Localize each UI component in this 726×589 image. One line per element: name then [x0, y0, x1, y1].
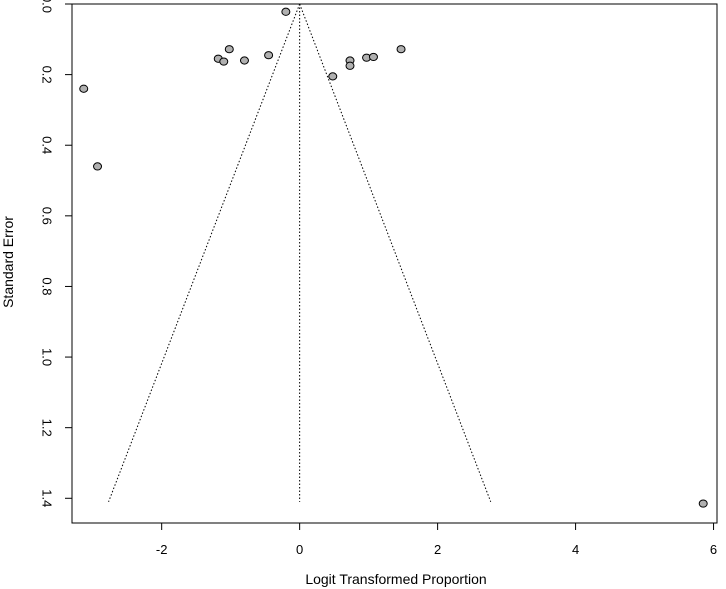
data-point [219, 57, 229, 66]
data-point [264, 51, 274, 60]
y-tick-label: 0.2 [40, 66, 55, 84]
data-point [345, 61, 355, 70]
y-tick-label: 0.0 [40, 0, 55, 13]
x-axis: -2 0 2 4 6 [156, 523, 717, 557]
x-tick-label: -2 [156, 542, 168, 557]
y-tick-label: 0.8 [40, 277, 55, 295]
y-tick-label: 0.6 [40, 207, 55, 225]
y-tick-label: 1.4 [40, 489, 55, 507]
data-point [328, 72, 338, 81]
funnel-lines [108, 3, 492, 502]
funnel-right-line [299, 3, 492, 502]
funnel-left-line [108, 3, 301, 502]
plot-frame [71, 3, 718, 524]
x-tick-label: 0 [296, 542, 303, 557]
y-tick-label: 1.2 [40, 419, 55, 437]
data-point [239, 56, 249, 65]
y-axis: 0.0 0.2 0.4 0.6 0.8 1.0 1.2 1.4 [40, 0, 72, 507]
data-point [396, 45, 406, 54]
x-axis-title: Logit Transformed Proportion [305, 571, 486, 587]
data-point [93, 162, 103, 171]
data-point [79, 84, 89, 93]
y-axis-title: Standard Error [0, 216, 16, 308]
x-tick-label: 2 [434, 542, 441, 557]
data-point [698, 499, 708, 508]
y-tick-label: 1.0 [40, 348, 55, 366]
data-point [368, 52, 378, 62]
x-tick-label: 6 [710, 542, 717, 557]
data-point [281, 7, 291, 16]
x-tick-label: 4 [572, 542, 579, 557]
data-point [224, 45, 234, 54]
y-tick-label: 0.4 [40, 136, 55, 154]
data-points [79, 7, 708, 508]
